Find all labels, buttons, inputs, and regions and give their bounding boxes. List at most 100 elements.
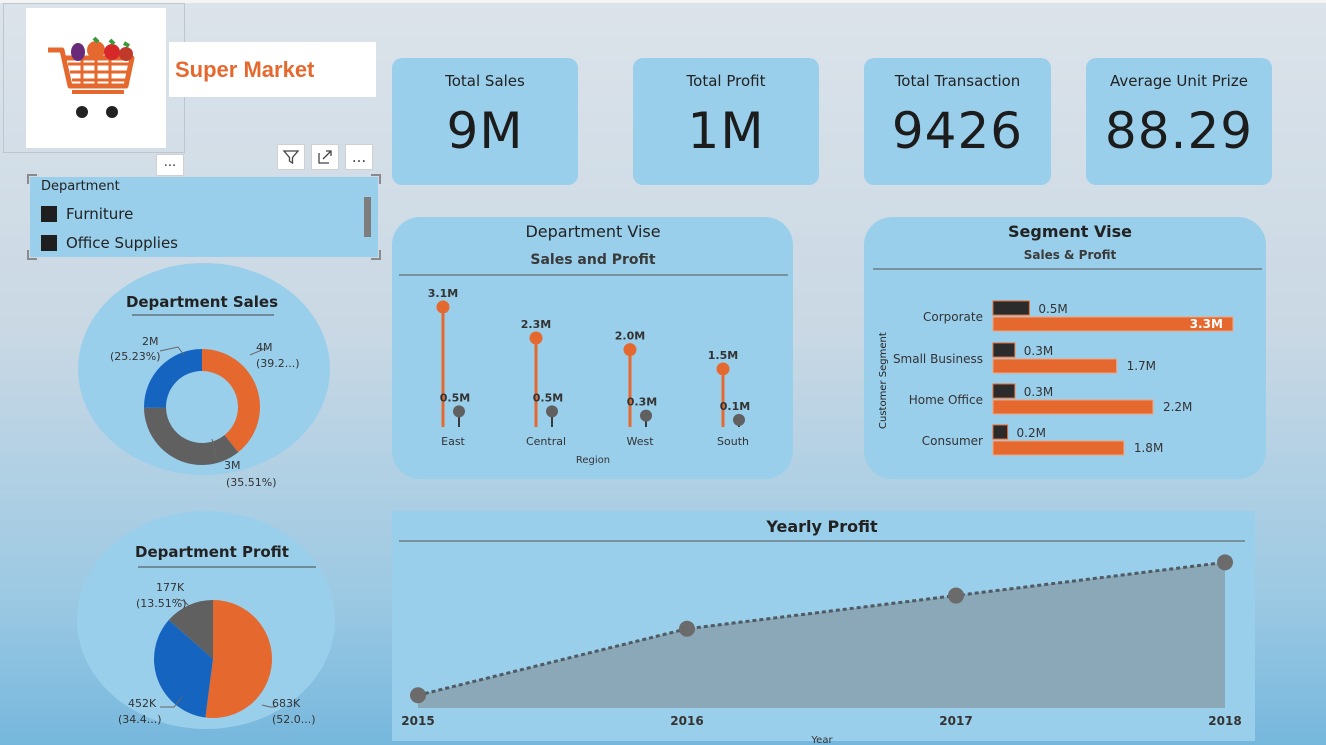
yearly-profit-chart: Yearly Profit 2015 2016 2017 2018 Year xyxy=(399,517,1245,745)
department-vise-panel: Department Vise Sales and Profit 3.1M 0.5… xyxy=(392,217,793,479)
checkbox[interactable] xyxy=(41,206,57,222)
kpi-total-profit: Total Profit 1M xyxy=(633,58,819,185)
chart-title: Segment Vise xyxy=(1008,222,1132,241)
shopping-cart-icon xyxy=(48,36,135,118)
resize-handle[interactable] xyxy=(371,250,381,260)
leader-line xyxy=(159,346,185,356)
data-point xyxy=(679,620,695,637)
more-options-label: ... xyxy=(163,155,177,170)
lollipop-marks: 3.1M 0.5M East 2.3M 0.5M Central 2.0M 0.3M West 1… xyxy=(428,287,750,448)
profit-bar xyxy=(992,383,1016,399)
slicer-item-furniture[interactable]: Furniture xyxy=(41,205,133,223)
kpi-total-transaction: Total Transaction 9426 xyxy=(864,58,1051,185)
segment-tick-label: Home Office xyxy=(909,393,983,407)
leader-line xyxy=(160,696,183,708)
sales-bar xyxy=(992,440,1125,456)
slice-value-label: 4M xyxy=(256,341,273,354)
slice-pct-label: (25.23%) xyxy=(110,350,161,363)
y-axis-title: Customer Segment xyxy=(878,332,889,429)
pie-slice xyxy=(154,619,213,718)
sales-data-label: 1.7M xyxy=(1127,359,1156,373)
kpi-average-unit-prize: Average Unit Prize 88.29 xyxy=(1086,58,1272,185)
year-tick-label: 2017 xyxy=(939,714,972,728)
resize-handle[interactable] xyxy=(27,250,37,260)
kpi-value: 1M xyxy=(687,102,765,160)
sales-point xyxy=(623,343,637,357)
kpi-total-sales: Total Sales 9M xyxy=(392,58,578,185)
category-tick-label: East xyxy=(441,435,465,448)
yearly-profit-panel: Yearly Profit 2015 2016 2017 2018 Year xyxy=(392,511,1255,745)
kpi-label: Total Transaction xyxy=(894,72,1021,90)
kpi-value: 9M xyxy=(446,102,524,160)
bar-marks: Corporate 0.5M 3.3M Small Business 0.3M 1.7M H… xyxy=(893,300,1234,456)
segment-tick-label: Corporate xyxy=(923,310,983,324)
profit-point xyxy=(640,409,652,422)
profit-bar xyxy=(992,342,1016,358)
profit-data-label: 0.2M xyxy=(1017,426,1046,440)
slicer-item-office-supplies[interactable]: Office Supplies xyxy=(41,234,178,252)
slice-pct-label: (52.0...) xyxy=(272,713,316,726)
slicer-item-label: Furniture xyxy=(66,205,134,223)
checkbox[interactable] xyxy=(41,235,57,251)
sales-data-label: 1.8M xyxy=(1134,441,1163,455)
area-fill xyxy=(418,562,1225,708)
segment-tick-label: Small Business xyxy=(893,352,983,366)
slice-value-label: 177K xyxy=(156,581,185,594)
slice-pct-label: (13.51%) xyxy=(136,597,187,610)
category-tick-label: West xyxy=(626,435,654,448)
year-tick-label: 2018 xyxy=(1208,714,1241,728)
sales-data-label: 3.3M xyxy=(1190,317,1223,331)
x-axis-title: Region xyxy=(576,455,610,466)
x-axis-title: Year xyxy=(810,735,833,745)
more-options-icon[interactable]: ... xyxy=(345,144,373,170)
slice-pct-label: (39.2...) xyxy=(256,357,300,370)
pie-slice xyxy=(168,600,213,659)
segment-vise-panel: Segment Vise Sales & Profit Customer Seg… xyxy=(864,217,1266,479)
chart-title: Yearly Profit xyxy=(765,517,878,536)
scrollbar[interactable] xyxy=(364,197,371,237)
profit-data-label: 0.3M xyxy=(1024,385,1053,399)
chart-subtitle: Sales and Profit xyxy=(530,252,656,268)
category-tick-label: Central xyxy=(526,435,566,448)
more-options-icon[interactable]: ... xyxy=(156,154,184,176)
chart-title: Department Profit xyxy=(135,543,289,561)
filter-icon[interactable] xyxy=(277,144,305,170)
profit-data-label: 0.1M xyxy=(720,400,750,413)
top-edge xyxy=(0,0,1326,3)
focus-mode-icon[interactable] xyxy=(311,144,339,170)
chart-title: Department Sales xyxy=(126,293,278,311)
department-vise-chart: Department Vise Sales and Profit 3.1M 0.5… xyxy=(399,222,788,466)
data-point xyxy=(410,687,426,704)
profit-data-label: 0.5M xyxy=(440,391,470,404)
profit-point xyxy=(733,413,745,426)
profit-bar xyxy=(992,424,1009,440)
resize-handle[interactable] xyxy=(371,174,381,184)
sales-bar xyxy=(992,358,1118,374)
slicer-header: Department xyxy=(41,179,120,194)
sales-point xyxy=(436,300,450,314)
profit-data-label: 0.3M xyxy=(1024,344,1053,358)
department-profit-chart: Department Profit 177K (13.51%) 452K (34… xyxy=(77,511,335,729)
chart-subtitle: Sales & Profit xyxy=(1024,248,1117,262)
data-point xyxy=(948,587,964,604)
profit-data-label: 0.5M xyxy=(533,391,563,404)
year-tick-label: 2016 xyxy=(670,714,703,728)
sales-data-label: 2.0M xyxy=(615,330,645,343)
kpi-value: 88.29 xyxy=(1104,102,1254,160)
resize-handle[interactable] xyxy=(27,174,37,184)
kpi-label: Total Sales xyxy=(445,72,525,90)
segment-tick-label: Consumer xyxy=(922,434,983,448)
sales-bar xyxy=(992,399,1154,415)
donut-slice xyxy=(202,349,260,453)
department-slicer[interactable]: Department Furniture Office Supplies xyxy=(27,174,381,260)
sales-point xyxy=(716,362,730,376)
slice-value-label: 2M xyxy=(142,335,159,348)
leader-line xyxy=(249,348,268,356)
data-point xyxy=(1217,554,1233,571)
sales-data-label: 3.1M xyxy=(428,287,458,300)
profit-data-label: 0.3M xyxy=(627,396,657,409)
year-tick-label: 2015 xyxy=(401,714,434,728)
slicer-item-label: Office Supplies xyxy=(66,234,179,252)
department-sales-chart: Department Sales 4M (39.2...) 3M (35.51%… xyxy=(78,263,330,489)
kpi-label: Average Unit Prize xyxy=(1110,72,1248,90)
